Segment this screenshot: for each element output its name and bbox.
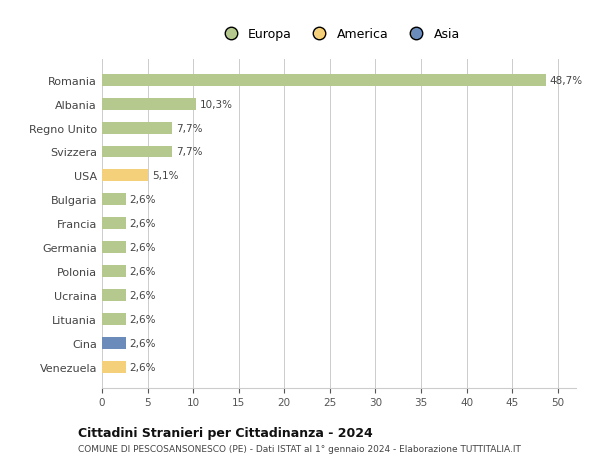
- Bar: [102, 123, 172, 134]
- Text: 2,6%: 2,6%: [130, 338, 156, 348]
- Bar: [102, 265, 126, 277]
- Text: 2,6%: 2,6%: [130, 243, 156, 252]
- Text: COMUNE DI PESCOSANSONESCO (PE) - Dati ISTAT al 1° gennaio 2024 - Elaborazione TU: COMUNE DI PESCOSANSONESCO (PE) - Dati IS…: [78, 444, 521, 453]
- Bar: [102, 289, 126, 301]
- Text: 2,6%: 2,6%: [130, 362, 156, 372]
- Bar: [102, 337, 126, 349]
- Bar: [102, 313, 126, 325]
- Text: 2,6%: 2,6%: [130, 291, 156, 300]
- Text: 2,6%: 2,6%: [130, 314, 156, 324]
- Bar: [102, 194, 126, 206]
- Text: 48,7%: 48,7%: [550, 76, 583, 85]
- Text: 7,7%: 7,7%: [176, 123, 202, 133]
- Text: 5,1%: 5,1%: [152, 171, 179, 181]
- Bar: [102, 361, 126, 373]
- Text: 2,6%: 2,6%: [130, 195, 156, 205]
- Text: 7,7%: 7,7%: [176, 147, 202, 157]
- Bar: [102, 74, 546, 86]
- Bar: [102, 170, 148, 182]
- Text: 2,6%: 2,6%: [130, 219, 156, 229]
- Bar: [102, 99, 196, 111]
- Bar: [102, 146, 172, 158]
- Bar: [102, 241, 126, 253]
- Text: 2,6%: 2,6%: [130, 267, 156, 276]
- Legend: Europa, America, Asia: Europa, America, Asia: [213, 23, 465, 46]
- Bar: [102, 218, 126, 230]
- Text: Cittadini Stranieri per Cittadinanza - 2024: Cittadini Stranieri per Cittadinanza - 2…: [78, 426, 373, 439]
- Text: 10,3%: 10,3%: [200, 100, 233, 109]
